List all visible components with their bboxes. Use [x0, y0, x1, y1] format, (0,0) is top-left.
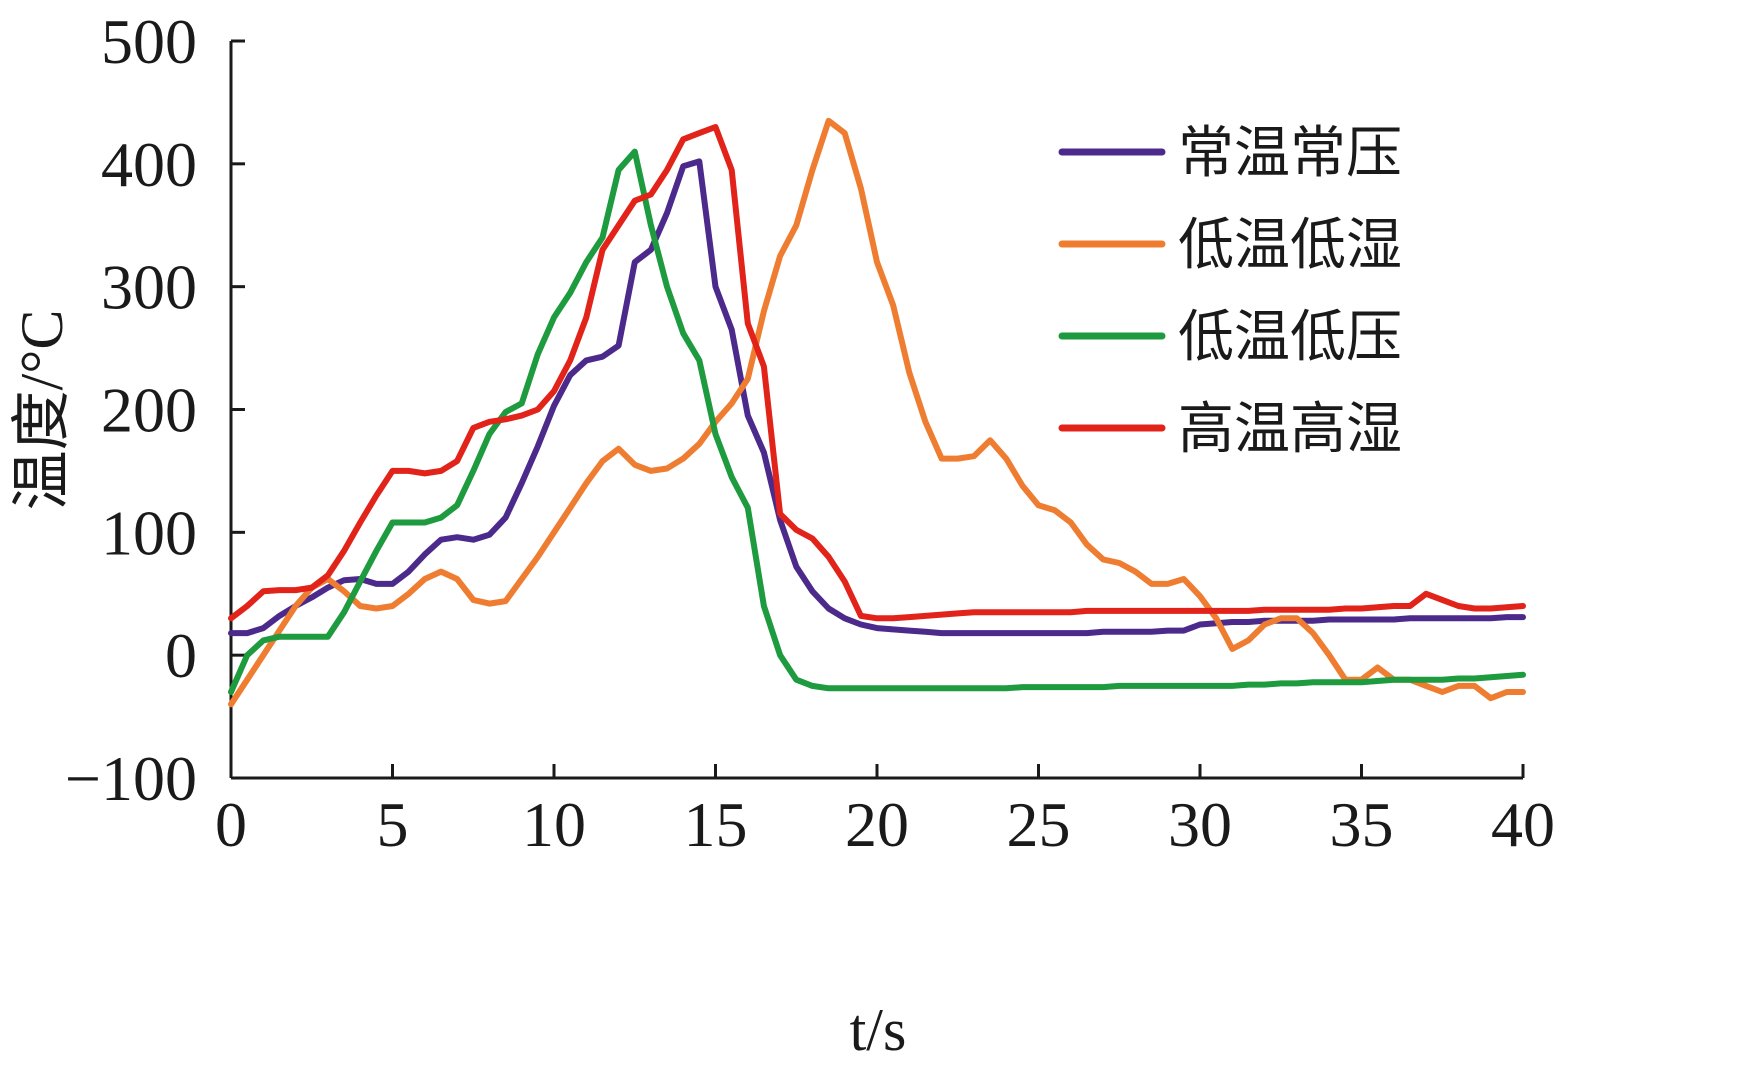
x-ticks: 0 5 10 15 20 25 30 35 40 — [215, 764, 1555, 860]
x-axis-label: t/s — [850, 997, 907, 1063]
x-tick-label: 0 — [215, 789, 247, 860]
x-tick-label: 10 — [522, 789, 586, 860]
series-line-1 — [228, 158, 1526, 637]
series-lines — [228, 117, 1526, 708]
legend-label: 低温低压 — [1178, 305, 1402, 370]
x-tick-label: 25 — [1007, 789, 1071, 860]
y-tick-label: −100 — [65, 743, 197, 814]
x-tick-label: 15 — [684, 789, 748, 860]
x-tick-label: 20 — [845, 789, 909, 860]
series-line-2 — [228, 117, 1526, 708]
y-axis-label: 温度/°C — [9, 310, 75, 511]
y-ticks: −100 0 100 200 300 400 500 — [65, 6, 245, 814]
series-line-3 — [228, 148, 1526, 695]
x-tick-label: 35 — [1330, 789, 1394, 860]
x-tick-label: 40 — [1491, 789, 1555, 860]
y-tick-label: 100 — [101, 497, 197, 568]
x-tick-label: 5 — [377, 789, 409, 860]
y-tick-label: 400 — [101, 129, 197, 200]
y-tick-label: 300 — [101, 252, 197, 323]
y-tick-label: 0 — [165, 620, 197, 691]
legend-label: 高温高湿 — [1178, 397, 1402, 462]
y-tick-label: 500 — [101, 6, 197, 77]
x-tick-label: 30 — [1168, 789, 1232, 860]
y-tick-label: 200 — [101, 375, 197, 446]
legend-label: 低温低湿 — [1178, 213, 1402, 278]
series-line-4 — [228, 124, 1526, 622]
legend-label: 常温常压 — [1178, 121, 1402, 186]
